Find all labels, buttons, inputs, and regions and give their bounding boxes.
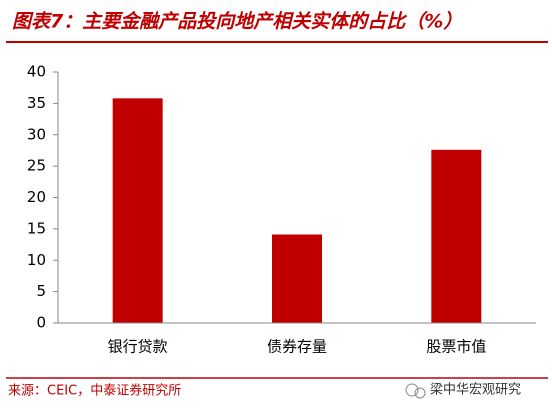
y-tick-label: 10 bbox=[27, 251, 46, 269]
y-tick-label: 35 bbox=[27, 94, 46, 112]
bar bbox=[431, 149, 482, 323]
x-tick-label: 股票市值 bbox=[426, 338, 486, 356]
y-tick-label: 40 bbox=[27, 63, 46, 81]
x-tick-label: 债券存量 bbox=[267, 338, 327, 356]
bar bbox=[112, 98, 163, 323]
y-tick-label: 25 bbox=[27, 157, 46, 175]
watermark-icon bbox=[405, 383, 426, 399]
y-tick-label: 15 bbox=[27, 219, 46, 237]
y-tick-label: 30 bbox=[27, 125, 46, 143]
bar bbox=[272, 234, 322, 323]
y-tick-label: 0 bbox=[36, 314, 46, 332]
source: 来源：CEIC，中泰证券研究所 bbox=[8, 383, 181, 399]
y-tick-label: 5 bbox=[36, 282, 46, 300]
watermark: 梁中华宏观研究 bbox=[430, 383, 521, 398]
chart-title: 图表7：主要金融产品投向地产相关实体的占比（%） bbox=[12, 11, 462, 33]
x-tick-label: 银行贷款 bbox=[108, 338, 168, 356]
y-tick-label: 20 bbox=[27, 188, 46, 206]
